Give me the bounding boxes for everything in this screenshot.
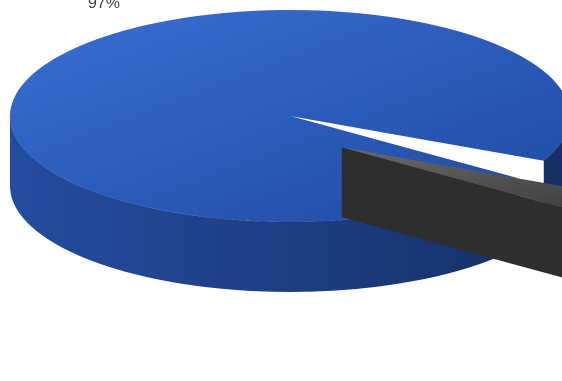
slice-label-main: 97% bbox=[88, 0, 121, 12]
pie-slice-3-wall bbox=[341, 147, 562, 278]
pie-slice-3 bbox=[341, 147, 562, 208]
pie-slice-97-side bbox=[10, 116, 562, 292]
